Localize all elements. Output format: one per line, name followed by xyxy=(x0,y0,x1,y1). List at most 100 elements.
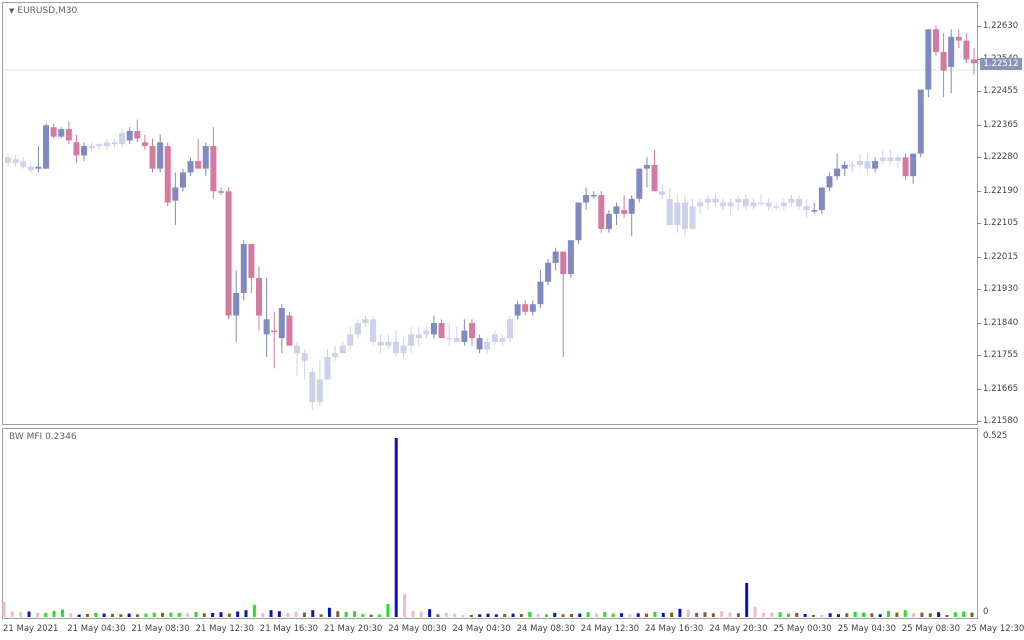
time-tick-label: 21 May 08:30 xyxy=(131,624,190,634)
candle-body xyxy=(278,308,285,339)
mfi-bar xyxy=(494,614,498,617)
mfi-bar xyxy=(311,610,315,617)
candle-body xyxy=(529,304,536,312)
candle-body xyxy=(636,168,643,199)
price-tick-mark xyxy=(977,289,981,291)
mfi-bar xyxy=(511,613,515,617)
candle-body xyxy=(5,157,11,164)
candle-body xyxy=(704,198,711,203)
candle-body xyxy=(141,142,148,147)
price-tick-label: 1.22015 xyxy=(983,252,1019,263)
candle-body xyxy=(385,341,392,346)
candle-body xyxy=(491,334,498,342)
candle-body xyxy=(446,338,453,340)
mfi-bar xyxy=(803,613,807,617)
candle-body xyxy=(697,202,704,207)
candle-body xyxy=(674,202,681,226)
time-tick-label: 24 May 12:30 xyxy=(580,624,640,634)
price-tick-mark xyxy=(977,421,981,422)
candle-body xyxy=(179,172,186,188)
candle-body xyxy=(925,29,932,90)
mfi-bar xyxy=(302,612,306,617)
mfi-bar xyxy=(611,613,615,617)
mfi-bar xyxy=(945,614,949,617)
candle-body xyxy=(902,157,909,177)
candle-body xyxy=(415,334,422,339)
mfi-bar xyxy=(386,604,390,617)
price-chart-pane[interactable]: ▼ EURUSD,M30 xyxy=(2,2,978,425)
candle-body xyxy=(339,345,346,354)
mfi-bar xyxy=(161,612,165,617)
candle-body xyxy=(453,338,460,342)
mfi-bar xyxy=(177,612,181,617)
candle-body xyxy=(217,191,224,193)
mfi-bar xyxy=(953,612,957,617)
mfi-bar xyxy=(236,611,240,617)
candle-body xyxy=(796,198,803,207)
mfi-bar xyxy=(878,614,882,617)
candle-body xyxy=(689,206,696,229)
time-tick-label: 24 May 04:30 xyxy=(452,624,511,634)
mfi-bar xyxy=(369,614,373,617)
candle-body xyxy=(392,341,399,354)
candle-body xyxy=(88,146,95,148)
candle-body xyxy=(849,164,856,167)
mfi-bar xyxy=(770,612,774,617)
mfi-bar xyxy=(144,613,148,617)
symbol-label: ▼ EURUSD,M30 xyxy=(9,6,77,16)
candle-body xyxy=(73,142,80,156)
mfi-bar xyxy=(836,614,840,617)
candle-body xyxy=(567,240,574,275)
mfi-bar xyxy=(411,610,415,617)
mfi-bar xyxy=(378,614,382,617)
candle-body xyxy=(484,341,491,350)
mfi-bar xyxy=(19,611,23,617)
candle-body xyxy=(621,210,628,214)
candle-body xyxy=(309,372,316,403)
price-tick-mark xyxy=(977,388,981,390)
mfi-bar xyxy=(453,613,457,617)
price-tick-mark xyxy=(977,323,981,325)
time-tick-label: 25 May 08:30 xyxy=(901,624,961,634)
candle-body xyxy=(27,166,34,171)
candle-body xyxy=(50,127,57,137)
candle-body xyxy=(712,198,719,203)
mfi-bar xyxy=(436,614,440,617)
candle-body xyxy=(560,251,567,275)
candle-body xyxy=(58,129,65,137)
mfi-bar xyxy=(336,611,340,617)
mfi-bar xyxy=(227,613,231,617)
candle-body xyxy=(552,251,559,263)
mfi-bar xyxy=(327,607,331,617)
candle-body xyxy=(119,132,126,145)
candle-body xyxy=(12,159,19,164)
indicator-pane[interactable]: BW MFI 0.2346 xyxy=(2,428,978,619)
time-tick-label: 24 May 16:30 xyxy=(645,624,704,634)
candle-body xyxy=(225,191,232,316)
time-tick-label: 25 May 12:30 xyxy=(966,624,1024,634)
candle-body xyxy=(955,36,962,41)
mfi-bar xyxy=(686,609,690,617)
mfi-bar xyxy=(728,612,732,617)
mfi-bar xyxy=(920,612,924,617)
candle-body xyxy=(887,157,894,162)
mfi-bar xyxy=(486,613,490,617)
candle-body xyxy=(81,146,88,156)
candle-body xyxy=(788,198,795,203)
mfi-bar xyxy=(127,613,131,617)
candle-body xyxy=(575,202,582,241)
candle-body xyxy=(370,319,377,342)
dropdown-triangle-icon[interactable]: ▼ xyxy=(9,7,15,15)
mfi-bar xyxy=(594,613,598,617)
candle-body xyxy=(263,319,270,335)
mfi-bar xyxy=(469,614,473,617)
mfi-bar xyxy=(152,612,156,617)
candle-body xyxy=(362,319,369,324)
mfi-bar xyxy=(928,613,932,617)
candle-body xyxy=(758,202,765,205)
mfi-bar xyxy=(745,582,749,617)
candle-body xyxy=(430,323,437,335)
mfi-bar xyxy=(211,612,215,617)
candle-body xyxy=(408,334,415,346)
